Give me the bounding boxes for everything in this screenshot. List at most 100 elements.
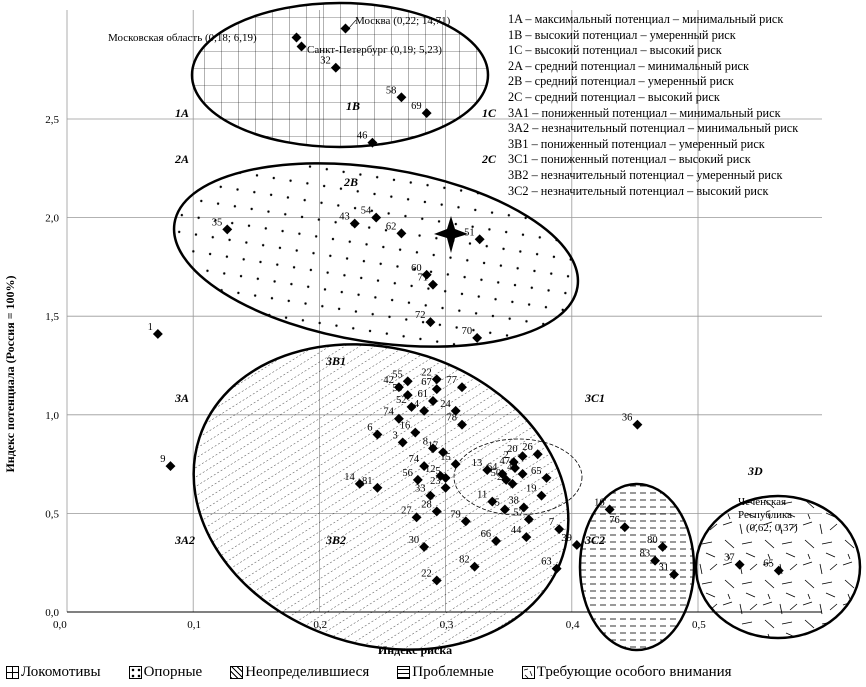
- data-point-label: 30: [409, 535, 420, 546]
- moscow-label: Москва (0,22; 14,71): [355, 15, 451, 27]
- data-point-label: 27: [401, 505, 412, 516]
- data-point: [487, 496, 498, 507]
- data-point-label: 26: [522, 442, 533, 453]
- spb-label: Санкт-Петербург (0,19; 5,23): [307, 44, 442, 56]
- data-point-label: 9: [160, 454, 165, 465]
- data-point-label: 44: [511, 525, 522, 536]
- legend-item-problemnye: Проблемные: [397, 664, 494, 681]
- data-point-label: 37: [724, 553, 735, 564]
- zone-legend-item: 3A2 – незначительный потенциал – минимал…: [508, 121, 799, 136]
- zone-legend-item: 2A – средний потенциал – минимальный рис…: [508, 58, 749, 73]
- data-point-label: 2: [503, 450, 508, 461]
- x-axis-title: Индекс риска: [378, 643, 452, 657]
- data-point-label: 76: [609, 515, 620, 526]
- data-point-label: 56: [402, 468, 413, 479]
- data-point-label: 65: [531, 466, 542, 477]
- data-point-label: 21: [497, 472, 508, 483]
- data-point: [457, 382, 467, 393]
- x-tick-label: 0,0: [53, 619, 67, 631]
- data-point-label: 32: [320, 56, 331, 67]
- zone-legend-item: 3A1 – пониженный потенциал – минимальный…: [508, 105, 781, 120]
- legend-label-problemnye: Проблемные: [412, 664, 494, 680]
- data-point-label: 69: [411, 101, 422, 112]
- data-point-label: 23: [430, 476, 441, 487]
- legend-item-neopredelivshiesya: Неопределившиеся: [230, 664, 369, 681]
- data-point: [402, 390, 413, 401]
- moscow-oblast-label: Московская область (0,18; 6,19): [108, 32, 257, 44]
- zone-legend-item: 3C2 – незначительный потенциал – высокий…: [508, 183, 769, 198]
- diagonal-swatch-icon: [230, 666, 244, 679]
- zone-label-1c: 1C: [482, 106, 497, 120]
- zone-3c2-ellipse: [578, 482, 696, 652]
- data-point-label: 6: [367, 423, 372, 434]
- data-point-label: 57: [513, 507, 524, 518]
- data-point-label: 71: [417, 273, 428, 284]
- data-point: [406, 401, 417, 412]
- y-tick-label: 0,0: [45, 607, 59, 619]
- data-point: [450, 405, 461, 416]
- data-point: [474, 234, 485, 245]
- data-point: [349, 218, 360, 229]
- legend-item-trebuyushchie: Требующие особого внимания: [521, 664, 732, 681]
- zone-label-3b2: 3B2: [325, 533, 346, 547]
- data-point-label: 13: [472, 458, 483, 469]
- data-point-label: 80: [647, 535, 658, 546]
- x-tick-label: 0,3: [440, 619, 454, 631]
- data-point-label: 39: [561, 533, 572, 544]
- zone-label-1b: 1B: [346, 99, 360, 113]
- data-point: [421, 269, 432, 280]
- data-point: [428, 279, 438, 290]
- data-point: [354, 478, 365, 489]
- y-tick-label: 1,5: [45, 311, 59, 323]
- x-tick-label: 0,2: [313, 619, 327, 631]
- data-point: [604, 504, 615, 515]
- data-point: [532, 449, 543, 460]
- data-point-label: 3: [392, 430, 397, 441]
- data-point-label: 28: [421, 499, 432, 510]
- data-point-label: 19: [526, 484, 537, 495]
- legend-label-trebuyushchie: Требующие особого внимания: [536, 664, 732, 680]
- data-point-label: 17: [428, 440, 439, 451]
- data-point: [410, 427, 421, 438]
- data-point: [222, 224, 233, 235]
- zone-labels: 1A 1B 1C 2A 2B 2C 3A 3B1 3C1 3A2 3B2 3C2 3D: [174, 99, 763, 547]
- data-point: [367, 137, 378, 148]
- data-point: [440, 482, 451, 493]
- data-point: [440, 472, 451, 483]
- data-point-label: 15: [440, 452, 451, 463]
- data-point: [551, 563, 562, 574]
- data-point: [431, 575, 442, 586]
- data-point: [412, 474, 423, 485]
- data-point-label: 60: [411, 263, 422, 274]
- zone-legend-item: 3B2 – незначительный потенциал – умеренн…: [508, 167, 783, 182]
- data-point: [482, 465, 493, 475]
- data-point-label: 46: [357, 131, 368, 142]
- data-point: [438, 447, 449, 458]
- zone-label-3a: 3A: [174, 391, 189, 405]
- data-point-label: 1: [148, 322, 153, 333]
- data-point-label: 8: [423, 436, 428, 447]
- data-point: [165, 461, 176, 472]
- zone-label-2c: 2C: [481, 152, 497, 166]
- data-point-label: 59: [392, 383, 403, 394]
- data-point-label: 50: [491, 468, 502, 479]
- data-point-label: 82: [459, 555, 470, 566]
- data-point-label: 5: [435, 466, 440, 477]
- data-point-label: 72: [415, 310, 426, 321]
- x-tick-label: 0,4: [566, 619, 580, 631]
- zone-3b1-subzone: [453, 438, 583, 516]
- dots-swatch-icon: [128, 666, 142, 679]
- y-tick-label: 2,5: [45, 114, 59, 126]
- data-point: [428, 396, 438, 406]
- data-point: [431, 384, 442, 395]
- data-point: [450, 459, 461, 470]
- axes: 0,0 0,1 0,2 0,3 0,4 0,5 0,0 0,5 1,0 1,5 2,0 2,5: [45, 114, 822, 631]
- data-point-label: 78: [447, 413, 458, 424]
- data-point-label: 74: [383, 407, 394, 418]
- data-point: [372, 429, 383, 440]
- y-axis-title: Индекс потенциала (Россия = 100%): [3, 275, 17, 472]
- random-lines-swatch-icon: [521, 666, 535, 679]
- data-point-label: 64: [487, 462, 498, 473]
- data-point: [669, 569, 679, 580]
